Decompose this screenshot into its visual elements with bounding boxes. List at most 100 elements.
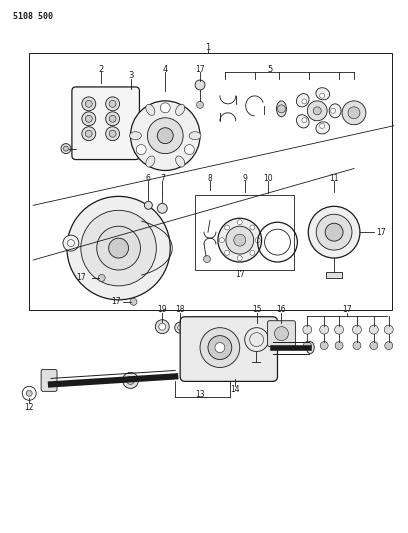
Bar bbox=[326, 272, 342, 278]
Circle shape bbox=[226, 226, 254, 254]
Circle shape bbox=[370, 342, 378, 350]
Circle shape bbox=[195, 80, 205, 90]
Circle shape bbox=[215, 343, 225, 352]
Text: 17: 17 bbox=[195, 64, 205, 74]
Circle shape bbox=[97, 226, 140, 270]
Circle shape bbox=[277, 105, 286, 113]
Circle shape bbox=[384, 325, 393, 334]
Circle shape bbox=[85, 100, 92, 107]
Circle shape bbox=[157, 203, 167, 213]
FancyBboxPatch shape bbox=[180, 317, 277, 382]
Circle shape bbox=[82, 127, 96, 141]
Circle shape bbox=[159, 323, 166, 330]
Circle shape bbox=[155, 320, 169, 334]
Circle shape bbox=[26, 390, 32, 397]
Circle shape bbox=[342, 101, 366, 125]
Circle shape bbox=[308, 206, 360, 258]
Circle shape bbox=[109, 115, 116, 122]
Text: 19: 19 bbox=[157, 305, 167, 314]
Text: 5108 500: 5108 500 bbox=[13, 12, 53, 21]
Circle shape bbox=[131, 101, 200, 171]
Ellipse shape bbox=[146, 104, 155, 115]
Circle shape bbox=[85, 115, 92, 122]
Circle shape bbox=[348, 107, 360, 119]
Circle shape bbox=[320, 342, 328, 350]
Text: 12: 12 bbox=[24, 403, 34, 412]
Circle shape bbox=[106, 112, 120, 126]
Circle shape bbox=[184, 144, 194, 155]
Text: 10: 10 bbox=[263, 174, 273, 183]
Text: 15: 15 bbox=[252, 305, 262, 314]
Text: 18: 18 bbox=[175, 305, 185, 314]
Text: 5: 5 bbox=[267, 64, 272, 74]
Circle shape bbox=[122, 373, 138, 389]
Ellipse shape bbox=[175, 156, 185, 167]
Circle shape bbox=[144, 201, 152, 209]
Text: 8: 8 bbox=[208, 174, 212, 183]
Circle shape bbox=[335, 325, 344, 334]
Circle shape bbox=[208, 336, 232, 360]
Circle shape bbox=[313, 107, 321, 115]
Circle shape bbox=[220, 238, 224, 243]
Circle shape bbox=[385, 342, 393, 350]
Circle shape bbox=[82, 97, 96, 111]
Circle shape bbox=[330, 108, 336, 114]
Ellipse shape bbox=[189, 132, 201, 140]
Circle shape bbox=[303, 342, 311, 350]
Circle shape bbox=[237, 220, 242, 225]
Ellipse shape bbox=[316, 122, 330, 134]
Circle shape bbox=[160, 103, 170, 113]
Circle shape bbox=[63, 235, 79, 251]
Circle shape bbox=[81, 211, 156, 286]
Bar bbox=[29, 53, 392, 310]
Circle shape bbox=[250, 225, 255, 230]
Circle shape bbox=[319, 93, 325, 98]
Circle shape bbox=[316, 214, 352, 250]
Circle shape bbox=[369, 325, 378, 334]
Circle shape bbox=[204, 255, 211, 263]
Circle shape bbox=[319, 124, 325, 128]
Text: 16: 16 bbox=[277, 305, 286, 314]
Circle shape bbox=[106, 127, 120, 141]
Circle shape bbox=[82, 112, 96, 126]
Text: 2: 2 bbox=[98, 64, 103, 74]
Ellipse shape bbox=[297, 115, 309, 128]
Text: 9: 9 bbox=[242, 174, 247, 183]
Ellipse shape bbox=[129, 132, 142, 140]
Circle shape bbox=[157, 128, 173, 144]
Circle shape bbox=[85, 130, 92, 137]
Circle shape bbox=[275, 327, 288, 341]
Circle shape bbox=[353, 342, 361, 350]
Circle shape bbox=[225, 251, 230, 255]
Circle shape bbox=[197, 101, 204, 108]
Text: 17: 17 bbox=[235, 270, 244, 279]
Circle shape bbox=[307, 101, 327, 121]
Circle shape bbox=[109, 100, 116, 107]
FancyBboxPatch shape bbox=[268, 321, 295, 346]
Circle shape bbox=[64, 146, 69, 151]
Circle shape bbox=[250, 251, 255, 255]
Circle shape bbox=[67, 240, 74, 247]
Text: 6: 6 bbox=[146, 174, 151, 183]
Circle shape bbox=[109, 130, 116, 137]
Circle shape bbox=[200, 328, 240, 367]
Circle shape bbox=[106, 97, 120, 111]
FancyBboxPatch shape bbox=[72, 87, 140, 159]
Text: 3: 3 bbox=[128, 71, 133, 80]
Circle shape bbox=[109, 238, 129, 258]
Text: 17: 17 bbox=[342, 305, 352, 314]
FancyBboxPatch shape bbox=[41, 369, 57, 391]
Circle shape bbox=[335, 342, 343, 350]
Circle shape bbox=[302, 118, 307, 123]
Text: 11: 11 bbox=[329, 174, 339, 183]
Circle shape bbox=[130, 298, 137, 305]
Circle shape bbox=[177, 325, 183, 330]
Circle shape bbox=[147, 118, 183, 154]
Circle shape bbox=[175, 322, 186, 333]
Ellipse shape bbox=[146, 156, 155, 167]
Circle shape bbox=[255, 238, 260, 243]
Text: 4: 4 bbox=[163, 64, 168, 74]
Bar bbox=[195, 196, 295, 270]
Text: 13: 13 bbox=[195, 390, 205, 399]
Ellipse shape bbox=[306, 342, 314, 353]
